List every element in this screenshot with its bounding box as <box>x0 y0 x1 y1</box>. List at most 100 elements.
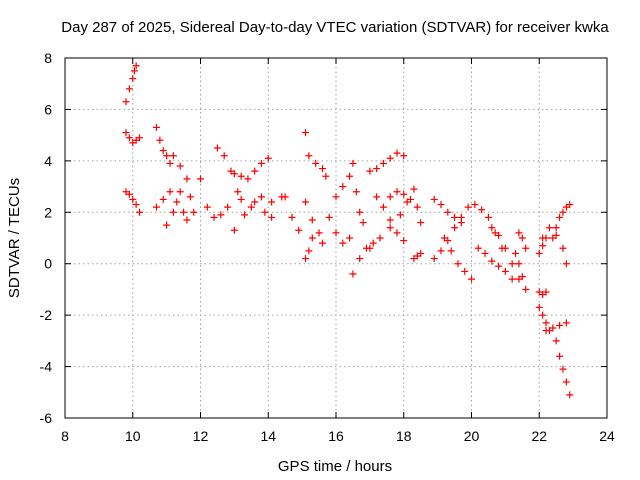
data-point <box>542 288 550 296</box>
data-point <box>512 249 520 257</box>
y-tick-label: -4 <box>40 359 53 375</box>
data-point <box>220 152 228 160</box>
data-point <box>400 152 408 160</box>
data-point <box>210 213 218 221</box>
data-point <box>366 167 374 175</box>
data-point <box>376 234 384 242</box>
x-tick-label: 14 <box>260 428 276 444</box>
data-point <box>413 203 421 211</box>
data-point <box>173 198 181 206</box>
data-point <box>559 244 567 252</box>
data-point <box>125 134 133 142</box>
data-point <box>356 255 364 263</box>
data-point <box>190 208 198 216</box>
data-point <box>457 213 465 221</box>
data-point <box>308 234 316 242</box>
data-point <box>430 255 438 263</box>
data-point <box>281 193 289 201</box>
data-point <box>325 213 333 221</box>
data-point <box>400 190 408 198</box>
data-point <box>437 201 445 209</box>
data-point <box>379 159 387 167</box>
data-point <box>125 85 133 93</box>
data-point <box>318 165 326 173</box>
data-point <box>132 201 140 209</box>
data-point <box>556 321 564 329</box>
data-point <box>122 129 130 137</box>
data-point <box>129 75 137 83</box>
data-point <box>132 62 140 70</box>
data-point <box>295 226 303 234</box>
data-point <box>166 188 174 196</box>
data-point <box>159 147 167 155</box>
data-point <box>461 267 469 275</box>
data-point <box>471 201 479 209</box>
data-point <box>393 229 401 237</box>
data-point <box>539 311 547 319</box>
x-tick-label: 18 <box>396 428 412 444</box>
x-tick-labels: 8 10 12 14 16 18 20 22 24 <box>61 428 615 444</box>
data-point <box>407 195 415 203</box>
data-point <box>339 183 347 191</box>
data-point <box>305 152 313 160</box>
axis-ticks <box>64 57 608 419</box>
data-point <box>562 260 570 268</box>
data-point <box>468 275 475 283</box>
data-point <box>400 237 408 245</box>
data-point <box>451 224 459 232</box>
data-point <box>152 123 160 131</box>
data-point <box>163 221 171 229</box>
data-point <box>136 134 144 142</box>
data-point <box>495 231 503 239</box>
data-point <box>346 234 354 242</box>
data-point <box>302 255 310 263</box>
data-point <box>346 172 354 180</box>
data-point <box>556 352 564 360</box>
data-point <box>268 213 276 221</box>
data-point <box>234 188 242 196</box>
data-point <box>478 206 486 214</box>
data-point <box>366 244 374 252</box>
data-point <box>522 244 530 252</box>
data-point <box>386 193 394 201</box>
data-point <box>552 231 560 239</box>
data-point <box>349 270 357 278</box>
data-point <box>247 203 255 211</box>
data-point <box>339 239 347 247</box>
data-point <box>312 159 320 167</box>
data-point <box>129 195 137 203</box>
data-point <box>488 257 496 265</box>
data-point <box>251 198 259 206</box>
data-point <box>559 365 567 373</box>
data-point <box>349 159 357 167</box>
data-points <box>122 62 574 399</box>
data-point <box>515 260 523 268</box>
data-point <box>552 224 560 232</box>
data-point <box>566 391 574 399</box>
data-point <box>213 144 221 152</box>
data-point <box>386 224 394 232</box>
data-point <box>562 378 570 386</box>
data-point <box>488 224 496 232</box>
data-point <box>447 247 455 255</box>
data-point <box>302 129 310 137</box>
data-point <box>156 136 164 144</box>
data-point <box>241 211 249 219</box>
data-point <box>559 208 567 216</box>
data-point <box>180 208 188 216</box>
data-point <box>417 249 425 257</box>
data-point <box>125 190 133 198</box>
data-point <box>322 172 330 180</box>
data-point <box>539 242 547 250</box>
data-point <box>522 285 530 293</box>
data-point <box>186 193 194 201</box>
data-point <box>535 303 543 311</box>
y-tick-label: 4 <box>44 153 52 169</box>
y-tick-label: -2 <box>40 307 53 323</box>
data-point <box>136 208 144 216</box>
data-point <box>224 203 232 211</box>
data-point <box>251 167 259 175</box>
data-point <box>230 170 238 178</box>
data-point <box>501 244 509 252</box>
y-tick-label: 0 <box>44 256 52 272</box>
